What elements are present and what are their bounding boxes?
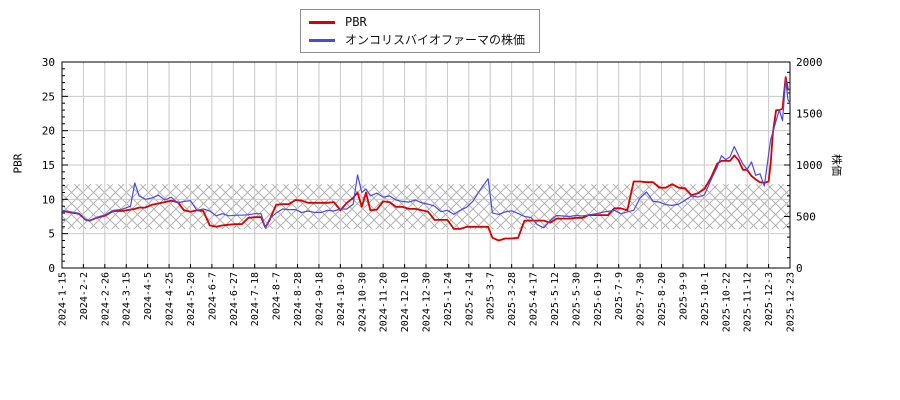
left-axis-tick-label: 15 — [42, 159, 55, 172]
x-tick-label: 2025-9-9 — [678, 272, 689, 320]
right-axis-tick-label: 500 — [796, 211, 816, 224]
stock-price-line — [61, 78, 791, 229]
x-tick-label: 2024-2-2 — [79, 272, 90, 320]
x-tick-label: 2025-7-30 — [636, 272, 647, 326]
x-tick-label: 2025-12-23 — [786, 272, 797, 332]
x-tick-label: 2025-8-20 — [657, 272, 668, 326]
x-tick-label: 2025-10-22 — [721, 272, 732, 332]
right-axis-tick-label: 1000 — [796, 159, 823, 172]
x-tick-label: 2024-5-20 — [186, 272, 197, 326]
x-tick-label: 2024-4-5 — [143, 272, 154, 320]
left-axis-tick-label: 0 — [48, 262, 55, 275]
x-tick-label: 2025-1-24 — [443, 272, 454, 326]
x-tick-label: 2025-5-12 — [550, 272, 561, 326]
x-tick-label: 2024-4-25 — [165, 272, 176, 326]
axis-tick-labels: 2024-1-15 2024-2-2 2024-2-26 2024-3-15 2024-… — [42, 56, 823, 332]
right-axis-title: 株価 — [830, 154, 843, 176]
x-tick-label: 2024-3-15 — [122, 272, 133, 326]
chart-legend: PBR オンコリスバイオファーマの株価 — [300, 9, 541, 53]
left-axis-tick-label: 20 — [42, 125, 55, 138]
x-tick-label: 2025-7-9 — [614, 272, 625, 320]
x-tick-label: 2025-6-19 — [593, 272, 604, 326]
left-axis-tick-label: 25 — [42, 90, 55, 103]
x-tick-label: 2025-3-7 — [486, 272, 497, 320]
x-tick-label: 2024-11-20 — [379, 272, 390, 332]
pbr-line — [61, 76, 790, 242]
x-tick-label: 2024-6-7 — [207, 272, 218, 320]
x-tick-label: 2025-4-17 — [529, 272, 540, 326]
left-axis-tick-label: 30 — [42, 56, 55, 69]
x-tick-label: 2025-2-14 — [464, 272, 475, 326]
legend-item-stock-price: オンコリスバイオファーマの株価 — [309, 31, 525, 49]
x-tick-label: 2024-7-18 — [250, 272, 261, 326]
x-tick-label: 2024-6-27 — [229, 272, 240, 326]
pbr-line-swatch — [309, 20, 335, 24]
x-tick-label: 2025-10-1 — [700, 272, 711, 326]
axis-ticks — [61, 61, 791, 269]
gridlines — [61, 62, 791, 268]
legend-label-stock-price: オンコリスバイオファーマの株価 — [345, 33, 526, 47]
x-tick-label: 2025-11-12 — [743, 272, 754, 332]
right-axis-tick-label: 1500 — [796, 108, 823, 121]
right-axis-tick-label: 2000 — [796, 56, 823, 69]
legend-label-pbr: PBR — [345, 15, 367, 29]
left-axis-title: PBR — [11, 153, 25, 174]
x-tick-label: 2024-10-30 — [357, 272, 368, 332]
x-tick-label: 2025-5-30 — [571, 272, 582, 326]
left-axis-tick-label: 5 — [48, 228, 55, 241]
left-axis-tick-label: 10 — [42, 193, 55, 206]
x-tick-label: 2024-1-15 — [58, 272, 69, 326]
x-tick-label: 2024-2-26 — [100, 272, 111, 326]
x-tick-label: 2024-9-18 — [314, 272, 325, 326]
x-tick-label: 2024-8-28 — [293, 272, 304, 326]
x-tick-label: 2024-12-10 — [400, 272, 411, 332]
right-axis-tick-label: 0 — [796, 262, 803, 275]
x-tick-label: 2024-10-9 — [336, 272, 347, 326]
x-tick-label: 2024-12-30 — [422, 272, 433, 332]
x-tick-label: 2025-12-3 — [764, 272, 775, 326]
stock-price-line-swatch — [309, 38, 335, 42]
legend-item-pbr: PBR — [309, 13, 525, 31]
x-tick-label: 2025-3-28 — [507, 272, 518, 326]
x-tick-label: 2024-8-7 — [272, 272, 283, 320]
